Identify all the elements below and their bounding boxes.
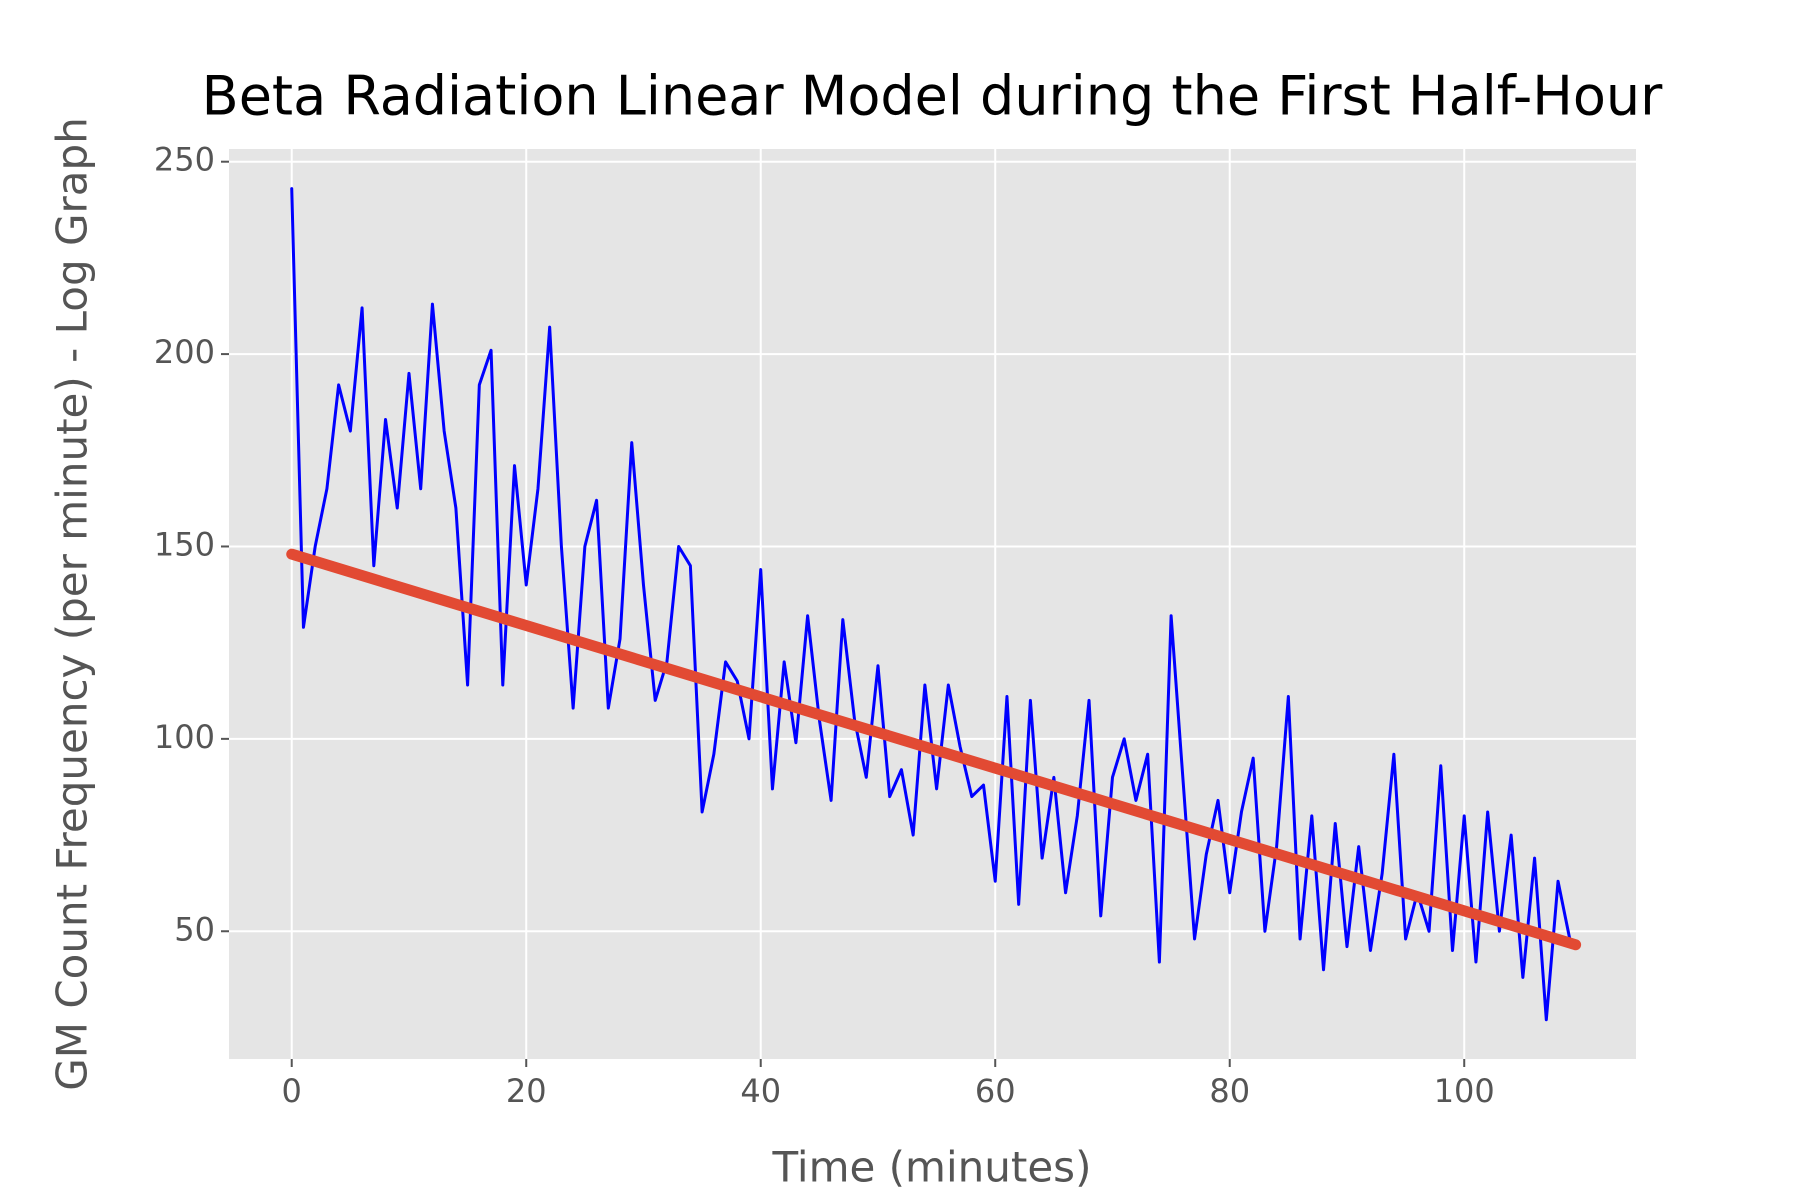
y-tick-label: 150 xyxy=(154,525,215,563)
y-tick-label: 200 xyxy=(154,333,215,371)
data-line xyxy=(286,548,1582,951)
x-tick-label: 60 xyxy=(975,1072,1016,1110)
y-tick-label: 250 xyxy=(154,141,215,179)
data-line xyxy=(290,187,1572,1022)
x-tick-label: 80 xyxy=(1209,1072,1250,1110)
x-tick-label: 0 xyxy=(282,1072,302,1110)
y-tick-label: 100 xyxy=(154,718,215,756)
x-axis-label: Time (minutes) xyxy=(772,1143,1092,1192)
chart-title: Beta Radiation Linear Model during the F… xyxy=(202,65,1663,128)
x-tick-label: 20 xyxy=(506,1072,547,1110)
x-tick-label: 40 xyxy=(740,1072,781,1110)
x-tick-label: 100 xyxy=(1434,1072,1495,1110)
y-axis-label: GM Count Frequency (per minute) - Log Gr… xyxy=(48,117,97,1091)
y-tick-label: 50 xyxy=(174,910,215,948)
